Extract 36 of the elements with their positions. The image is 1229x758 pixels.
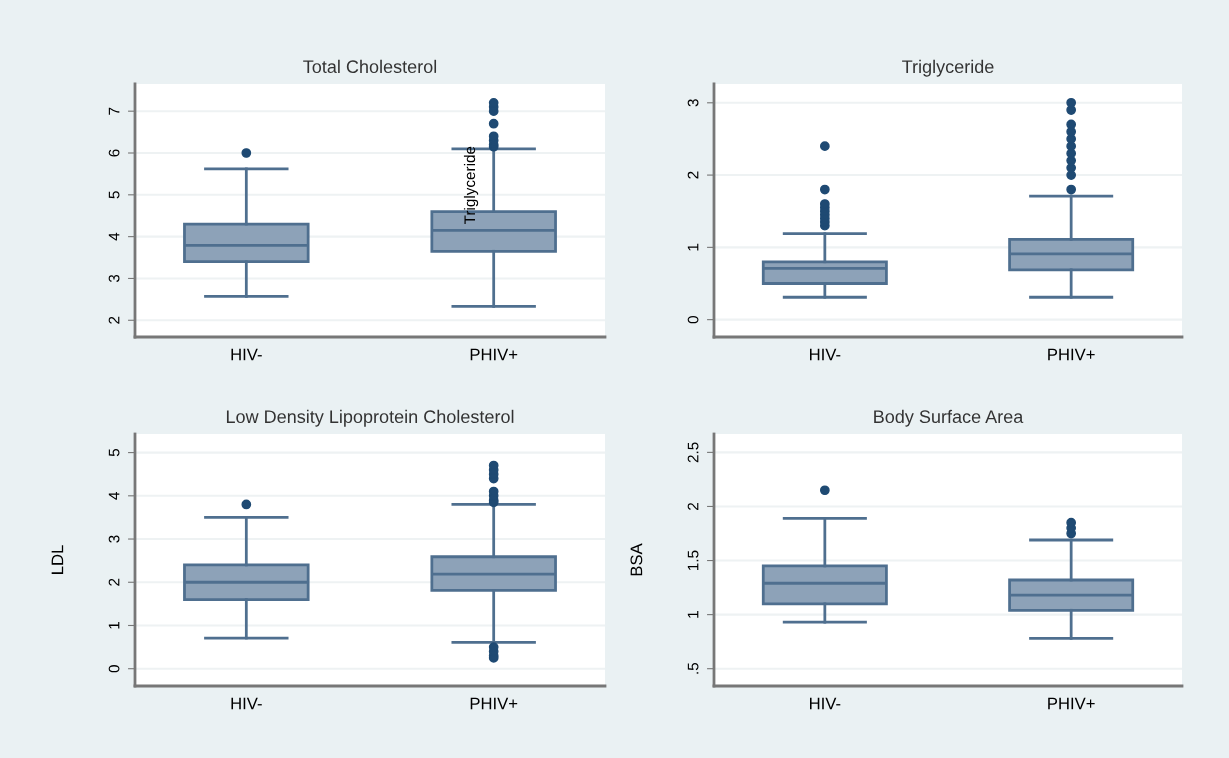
chart-title: Body Surface Area [874, 409, 1024, 427]
y-tick-label: 2 [687, 502, 699, 510]
y-axis-title: BSA [630, 543, 643, 576]
y-tick-label: 2 [108, 316, 120, 324]
chart-title: Triglyceride [902, 59, 994, 77]
y-tick-label: 6 [108, 149, 120, 157]
x-tick-label: PHIV+ [1048, 348, 1095, 361]
y-tick-label: 2.5 [687, 442, 699, 463]
y-tick-label: 1 [687, 611, 699, 618]
x-tick-label: PHIV+ [470, 348, 518, 361]
annotation: Triglyceride [463, 146, 479, 225]
x-tick-label: HIV- [810, 348, 841, 361]
x-tick-label: HIV- [810, 697, 841, 710]
y-tick-label: 4 [108, 492, 120, 500]
y-tick-label: 3 [108, 535, 120, 543]
y-tick-label: 0 [108, 665, 120, 673]
y-tick-label: 4 [108, 232, 120, 241]
y-tick-label: 1 [108, 621, 120, 629]
chart-title: Low Density Lipoprotein Cholesterol [226, 409, 514, 427]
y-tick-label: 3 [108, 274, 120, 283]
y-tick-label: 2 [687, 171, 699, 179]
y-tick-label: 2 [108, 578, 120, 586]
y-tick-label: 1.5 [687, 550, 699, 570]
y-axis-title: LDL [51, 545, 64, 574]
y-tick-label: .5 [687, 662, 699, 674]
y-tick-label: 7 [108, 107, 120, 115]
y-tick-label: 1 [687, 243, 699, 251]
x-tick-label: PHIV+ [1048, 697, 1095, 710]
y-tick-label: 5 [108, 448, 120, 457]
y-tick-label: 3 [687, 99, 699, 107]
x-tick-label: HIV- [231, 697, 262, 710]
y-tick-label: 0 [687, 316, 699, 324]
x-tick-label: PHIV+ [470, 697, 518, 710]
x-tick-label: HIV- [231, 348, 262, 361]
chart-title: Total Cholesterol [303, 59, 437, 74]
y-tick-label: 5 [108, 191, 120, 199]
